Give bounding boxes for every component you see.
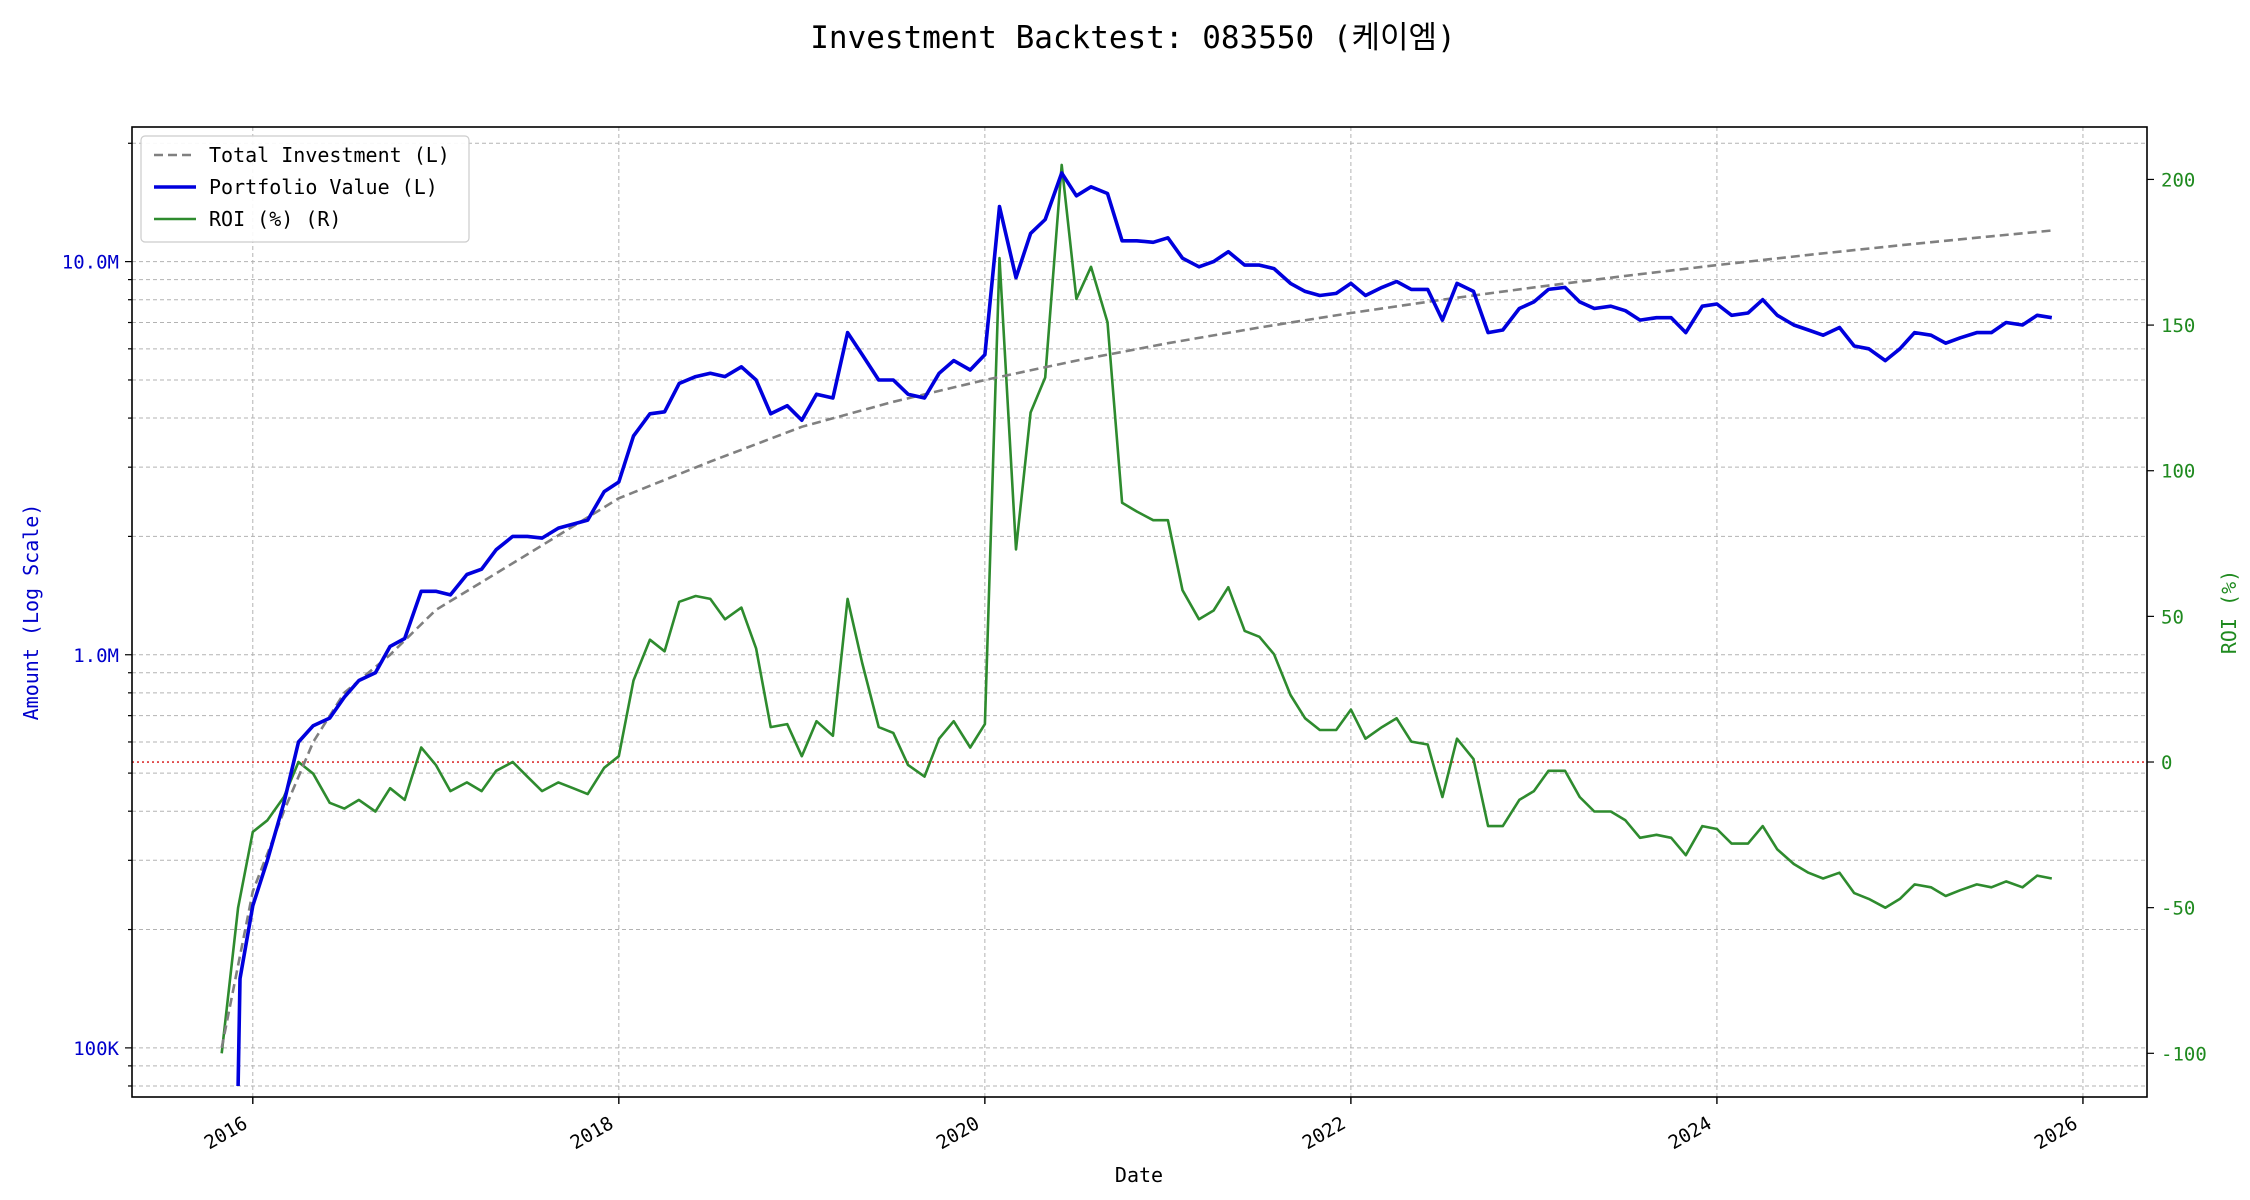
series-line-portfolio: [236, 171, 2053, 1087]
right-tick-label: 0: [2161, 752, 2172, 774]
data-series: [220, 163, 2053, 1087]
right-tick-label: -100: [2161, 1043, 2207, 1065]
right-tick-label: -50: [2161, 898, 2195, 920]
left-tick-label: 100K: [73, 1038, 119, 1060]
right-tick-label: 100: [2161, 461, 2195, 483]
chart-title: Investment Backtest: 083550 (케이엠): [810, 20, 1455, 56]
right-axis-label: ROI (%): [2217, 570, 2241, 654]
right-tick-label: 200: [2161, 169, 2195, 191]
right-tick-label: 50: [2161, 606, 2184, 628]
left-axis-label: Amount (Log Scale): [19, 504, 43, 721]
x-axis-label: Date: [1115, 1163, 1163, 1187]
plot-frame: [131, 126, 2148, 1098]
series-line-roi: [220, 163, 2053, 1054]
legend-label-portfolio-value: Portfolio Value (L): [209, 175, 438, 199]
right-tick-label: 150: [2161, 315, 2195, 337]
legend-box: [140, 135, 470, 243]
left-tick-label: 1.0M: [73, 645, 119, 667]
grid-lines: [132, 127, 2147, 1097]
series-line-total-investment: [220, 229, 2052, 1049]
left-tick-label: 10.0M: [62, 252, 119, 274]
legend: Total Investment (L) Portfolio Value (L)…: [140, 135, 470, 243]
legend-label-roi: ROI (%) (R): [209, 207, 341, 231]
legend-label-total-investment: Total Investment (L): [209, 143, 450, 167]
